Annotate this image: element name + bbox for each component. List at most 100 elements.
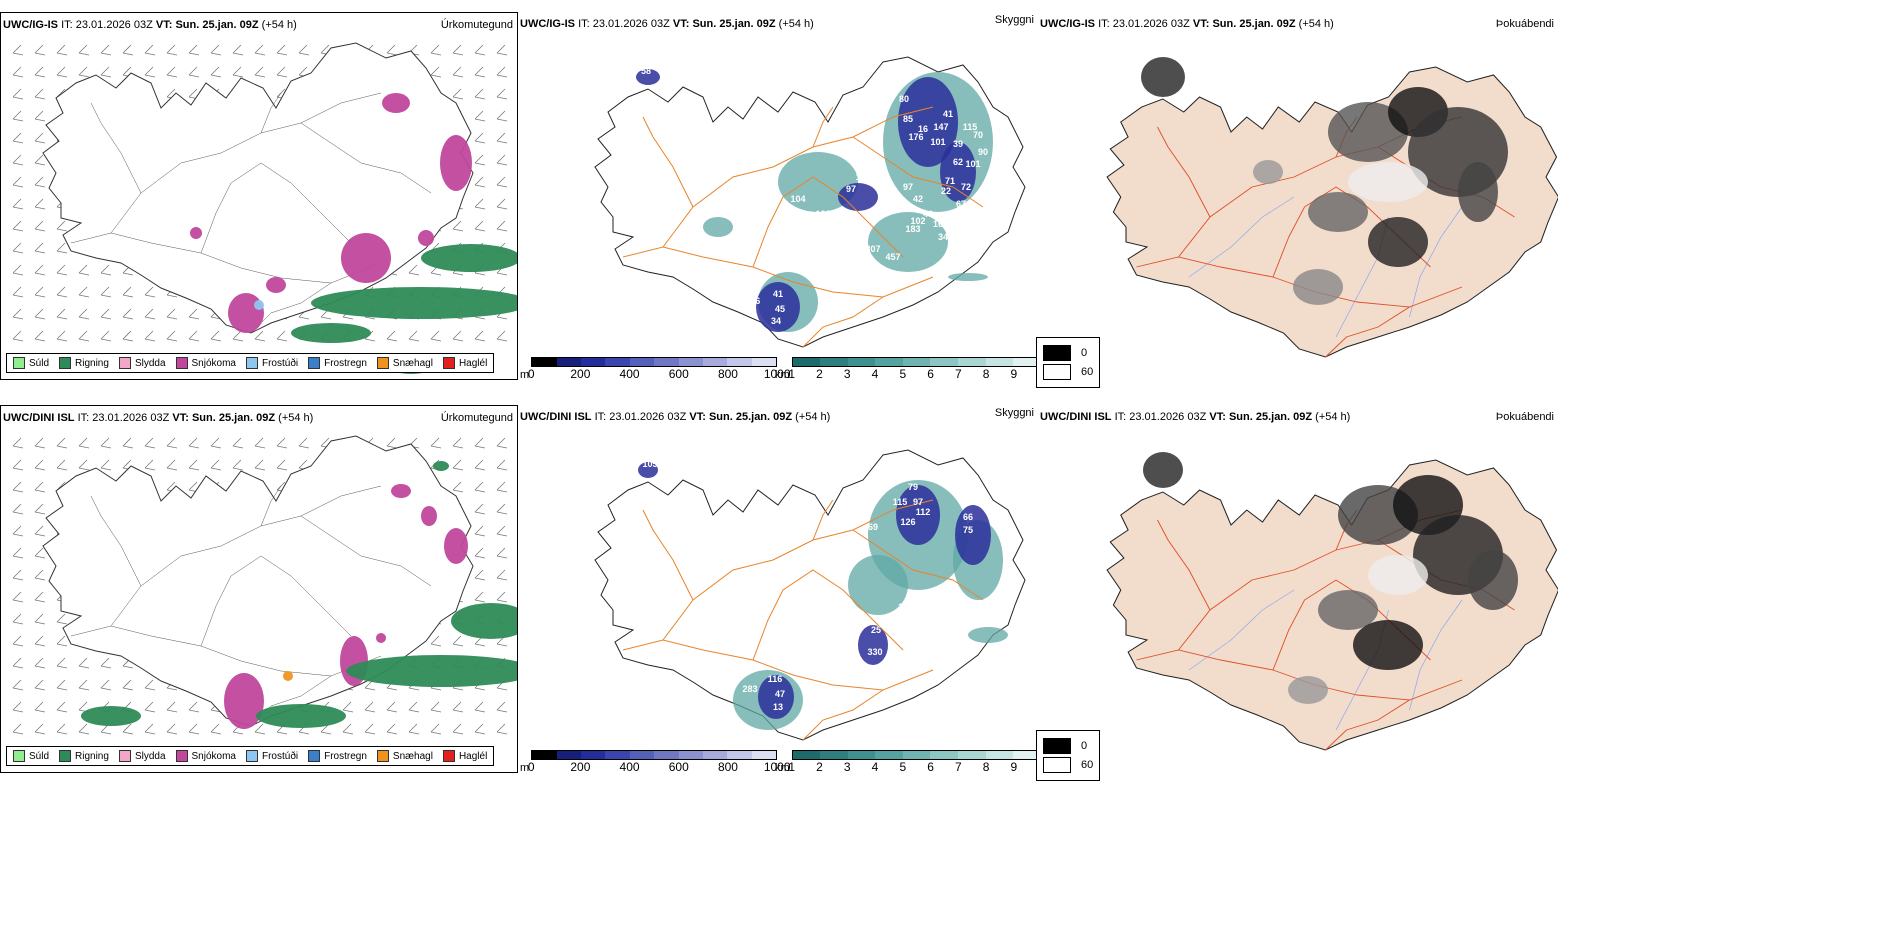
colorbar-cell [556,358,581,366]
colorbar-cell [556,751,581,759]
ceiling-value-label: 41 [943,109,953,119]
legend-item: Rigning [59,750,109,762]
legend-item: Snjókoma [175,750,236,762]
fog-title: Þokuábendi [1495,411,1554,423]
colorbar-cell [820,358,848,366]
ceiling-colorbar-bottom: m 0 200 400 600 800 1000 [520,750,791,774]
legend-item: Snjókoma [175,357,236,369]
colorbar-cell [792,751,821,759]
ceiling-value-label: 26 [871,266,881,276]
colorbar-cell [703,751,728,759]
legend-label: Snjókoma [191,750,236,762]
colorbar-cell [792,358,821,366]
colorbar-tick-label: 6 [927,367,934,381]
legend-swatch [245,357,258,369]
legend-label: Snjókoma [191,357,236,369]
legend-swatch [59,750,72,762]
fog-map [1106,452,1558,751]
legend-item: Snæhagl [376,357,433,369]
legend-label: Súld [29,357,50,369]
ceiling-value-label: 97 [903,182,913,192]
ceiling-value-label: 42 [913,194,923,204]
legend-swatch [245,750,258,762]
fog-index-shading [1143,452,1518,704]
legend-label: Snæhagl [392,357,433,369]
visibility-panel-top: UWC/IG-IS IT: 23.01.2026 03Z VT: Sun. 25… [518,12,1038,380]
ceiling-value-label: 104 [790,194,805,204]
legend-item: Frostúði [245,357,298,369]
fog-title: Þokuábendi [1495,18,1554,30]
legend-swatch [376,357,389,369]
ceiling-value-label: 102 [910,216,925,226]
ceiling-value-label: 79 [908,482,918,492]
colorbar-cell [580,751,606,759]
ceiling-value-label: 40 [923,209,933,219]
ceiling-value-label: 158 [855,172,870,182]
legend-label: Slydda [134,357,166,369]
road-network [70,92,432,334]
fog-index-shading [1141,57,1508,305]
colorbar-tick-label: 7 [954,367,962,381]
colorbar-cell [820,751,848,759]
ceiling-value-label: 10 [913,592,923,602]
legend-item: Slydda [118,357,166,369]
legend-item: Rigning [59,357,109,369]
legend-swatch [175,357,188,369]
legend-label: Haglél [458,357,488,369]
ceiling-value-label: 75 [963,525,973,535]
legend-item: Frostúði [245,750,298,762]
colorbar-tick-label: 1 [788,760,796,774]
legend-label: Súld [29,750,50,762]
legend-label: Snæhagl [392,750,433,762]
colorbar-tick-label: 9 [1010,760,1018,774]
colorbar-cell [629,358,655,366]
colorbar-tick-label: 3 [843,760,851,774]
colorbar-cell [629,751,655,759]
cloud-base-areas [636,69,976,332]
ceiling-value-label: 45 [775,304,785,314]
ceiling-value-label: 71 [945,176,955,186]
ceiling-value-label: 116 [768,674,783,684]
colorbar-cell [605,358,630,366]
legend-swatch [59,357,72,369]
ceiling-value-label: 119 [881,457,896,467]
visibility-panel-bottom: UWC/DINI ISL IT: 23.01.2026 03Z VT: Sun.… [518,405,1038,773]
colorbar-cell [532,358,557,366]
colorbar-tick-label: 1 [788,367,796,381]
ceiling-value-label: 457 [885,252,900,262]
ceiling-value-label: 67 [956,199,966,209]
colorbar-tick-label: 400 [619,367,640,381]
colorbar-tick-label: 400 [619,760,640,774]
ceiling-value-label: 72 [961,182,971,192]
ceiling-value-label: 126 [900,517,915,527]
legend-swatch [118,750,131,762]
panel-title: UWC/IG-IS IT: 23.01.2026 03Z VT: Sun. 25… [3,19,297,31]
colorbar-cell [727,751,752,759]
panel-title: UWC/DINI ISL IT: 23.01.2026 03Z VT: Sun.… [3,412,314,424]
panel-title: UWC/IG-IS IT: 23.01.2026 03Z VT: Sun. 25… [1040,18,1334,30]
ceiling-value-label: 101 [965,159,980,169]
colorbar-cell [902,358,931,366]
ceiling-value-label: 147 [933,122,948,132]
fog-panel-bottom: UWC/DINI ISL IT: 23.01.2026 03Z VT: Sun.… [1038,405,1558,773]
legend-item: Frostregn [308,750,367,762]
ceiling-value-label: 42 [843,602,853,612]
cloud-base-areas [638,462,991,719]
legend-swatch [13,750,25,762]
legend-swatch [442,750,455,762]
legend-item: Slydda [118,750,166,762]
colorbar-cell [958,751,986,759]
colorbar-tick-label: 1000 [763,367,791,381]
colorbar-tick-label: 6 [927,760,934,774]
ceiling-value-label: 128 [815,209,830,219]
legend-label: Slydda [134,750,166,762]
colorbar-cell [678,751,704,759]
colorbar-cell [605,751,630,759]
legend-swatch [13,357,25,369]
panel-title: UWC/DINI ISL IT: 23.01.2026 03Z VT: Sun.… [520,411,831,423]
ceiling-value-label: 22 [941,186,951,196]
ceiling-value-label: 58 [641,66,651,76]
colorbar-tick-label: 8 [982,367,990,381]
